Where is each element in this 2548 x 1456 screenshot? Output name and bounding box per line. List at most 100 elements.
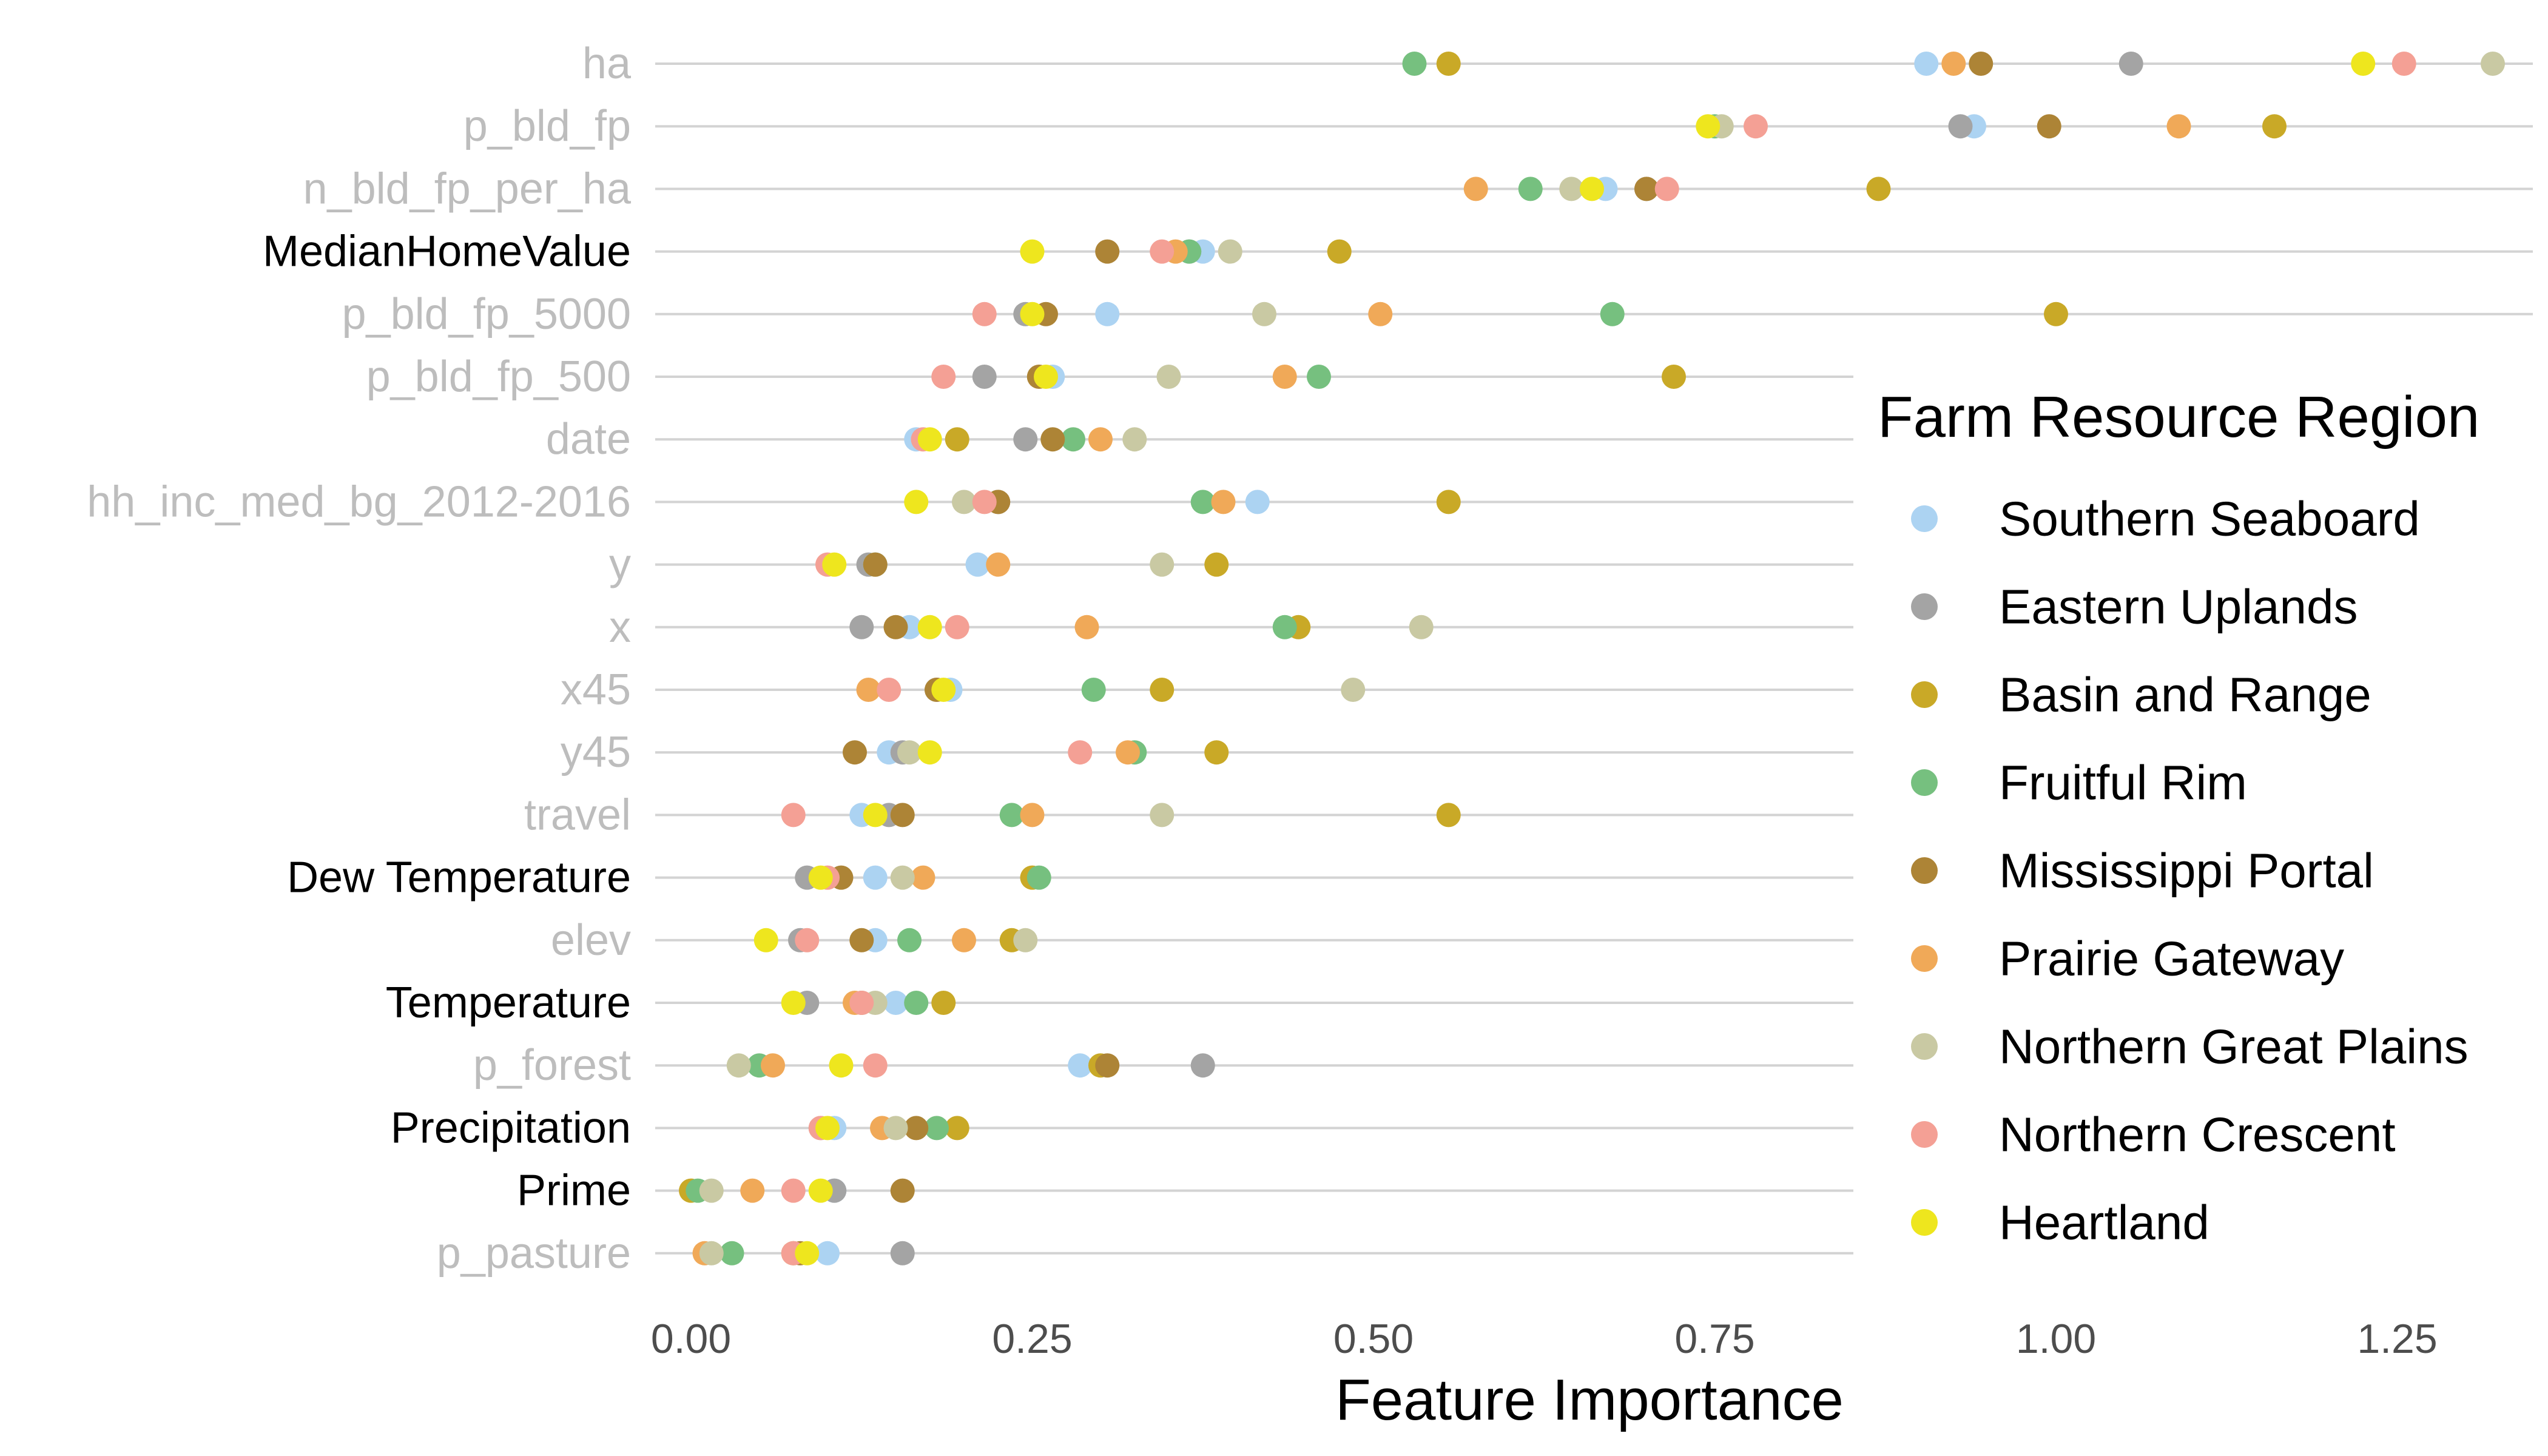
data-point	[720, 1241, 744, 1266]
data-point	[761, 1053, 785, 1078]
legend-label: Northern Great Plains	[1999, 1020, 2469, 1074]
y-tick-label: ha	[582, 39, 632, 88]
y-tick-label: p_pasture	[437, 1229, 631, 1278]
data-point	[972, 302, 997, 326]
data-point	[2481, 52, 2505, 76]
data-point	[917, 615, 942, 639]
data-point	[2118, 52, 2143, 76]
data-point	[1211, 490, 1236, 514]
legend-swatch	[1911, 1209, 1938, 1236]
data-point	[890, 803, 915, 827]
y-tick-label: Temperature	[386, 979, 631, 1027]
y-tick-label: n_bld_fp_per_ha	[303, 164, 632, 213]
data-point	[740, 1178, 765, 1203]
data-point	[952, 490, 976, 514]
data-point	[1518, 177, 1543, 201]
data-point	[1272, 615, 1297, 639]
data-point	[904, 991, 929, 1015]
legend: Farm Resource Region Southern Seaboard Ea…	[1856, 364, 2548, 1250]
legend-title: Farm Resource Region	[1878, 385, 2479, 450]
data-point	[917, 427, 942, 452]
data-point	[931, 991, 956, 1015]
legend-swatch	[1911, 1121, 1938, 1148]
y-tick-label: p_bld_fp_500	[366, 352, 631, 401]
data-point	[1272, 365, 1297, 389]
legend-swatch	[1911, 505, 1938, 532]
data-point	[815, 1241, 840, 1266]
data-point	[999, 803, 1024, 827]
data-point	[1341, 678, 1366, 702]
data-point	[1020, 302, 1045, 326]
y-tick-label: MedianHomeValue	[263, 228, 631, 276]
data-point	[1463, 177, 1488, 201]
data-point	[1654, 177, 1679, 201]
data-point	[2044, 302, 2068, 326]
legend-swatch	[1911, 945, 1938, 972]
data-point	[1866, 177, 1891, 201]
data-point	[1190, 490, 1215, 514]
data-point	[1327, 239, 1352, 264]
x-tick-label: 0.50	[1333, 1316, 1414, 1362]
data-point	[795, 1241, 820, 1266]
data-point	[815, 1116, 840, 1141]
y-tick-label: y	[609, 541, 631, 589]
data-point	[925, 1116, 949, 1141]
data-point	[781, 1178, 806, 1203]
data-point	[1969, 52, 1994, 76]
data-point	[986, 552, 1011, 577]
data-point	[863, 803, 888, 827]
data-point	[843, 740, 867, 765]
y-tick-label: hh_inc_med_bg_2012-2016	[87, 477, 631, 526]
data-point	[1150, 239, 1175, 264]
data-point	[699, 1178, 724, 1203]
data-point	[856, 678, 881, 702]
data-point	[1662, 365, 1686, 389]
data-point	[945, 615, 969, 639]
y-tick-label: Precipitation	[391, 1104, 631, 1152]
legend-swatch	[1911, 769, 1938, 796]
data-point	[897, 928, 922, 952]
data-point	[795, 928, 820, 952]
data-point	[1245, 490, 1270, 514]
data-point	[849, 615, 874, 639]
data-point	[829, 1053, 854, 1078]
data-point	[1914, 52, 1939, 76]
data-point	[1409, 615, 1434, 639]
data-point	[1074, 615, 1099, 639]
data-point	[945, 427, 969, 452]
data-point	[1436, 52, 1461, 76]
data-point	[2391, 52, 2416, 76]
data-point	[1095, 302, 1120, 326]
data-point	[2037, 114, 2061, 139]
legend-label: Fruitful Rim	[1999, 756, 2247, 810]
data-point	[863, 865, 888, 890]
legend-label: Northern Crescent	[1999, 1108, 2396, 1162]
data-point	[897, 740, 922, 765]
data-point	[890, 865, 915, 890]
data-point	[1150, 678, 1175, 702]
y-tick-label: Dew Temperature	[287, 854, 631, 902]
data-point	[911, 865, 935, 890]
data-point	[952, 928, 976, 952]
y-tick-label: elev	[551, 916, 631, 965]
data-point	[1436, 490, 1461, 514]
data-point	[2351, 52, 2376, 76]
legend-background	[1856, 364, 2548, 1250]
data-point	[1436, 803, 1461, 827]
y-tick-label: x	[609, 603, 631, 652]
legend-label: Prairie Gateway	[1999, 932, 2344, 986]
data-point	[904, 1116, 929, 1141]
data-points	[679, 52, 2505, 1266]
data-point	[1122, 427, 1147, 452]
data-point	[1634, 177, 1659, 201]
data-point	[1026, 865, 1051, 890]
data-point	[1402, 52, 1427, 76]
y-tick-label: Prime	[517, 1167, 631, 1215]
data-point	[849, 928, 874, 952]
data-point	[808, 1178, 833, 1203]
data-point	[1088, 427, 1113, 452]
data-point	[890, 1178, 915, 1203]
data-point	[1095, 1053, 1120, 1078]
legend-label: Heartland	[1999, 1196, 2209, 1250]
data-point	[972, 365, 997, 389]
